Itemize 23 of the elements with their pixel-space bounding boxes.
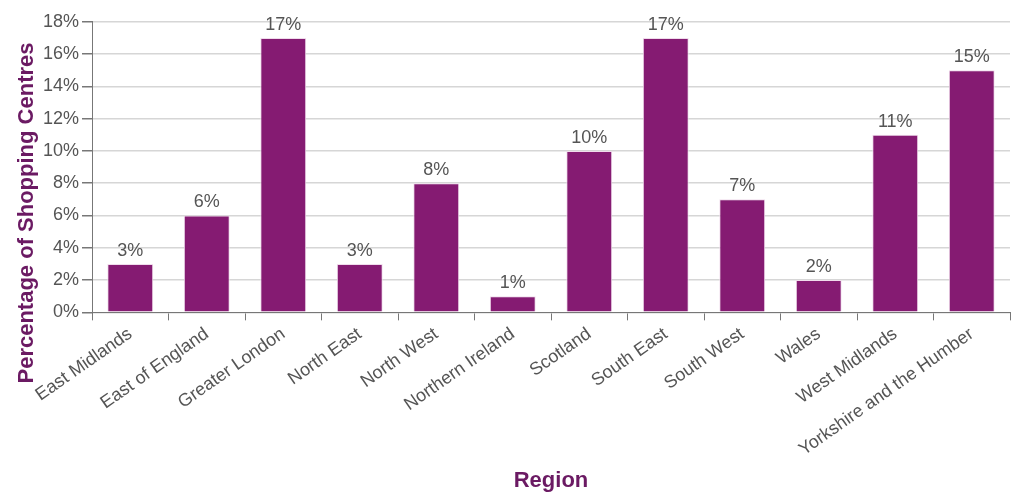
- data-label: 17%: [647, 13, 684, 34]
- data-label: 6%: [193, 191, 220, 212]
- data-label: 2%: [805, 256, 832, 277]
- y-tick-label: 2%: [53, 269, 80, 290]
- y-tick-label: 14%: [43, 75, 80, 96]
- data-label: 8%: [423, 159, 450, 180]
- data-label: 3%: [117, 239, 144, 260]
- data-label: 7%: [729, 175, 756, 196]
- y-tick-label: 18%: [43, 10, 80, 31]
- y-tick-label: 0%: [53, 301, 80, 322]
- y-tick-label: 12%: [43, 107, 80, 128]
- data-label: 1%: [499, 272, 526, 293]
- y-tick-label: 6%: [53, 204, 80, 225]
- x-axis-title: Region: [513, 466, 589, 492]
- data-label: 15%: [953, 46, 990, 67]
- y-tick-label: 4%: [53, 236, 80, 257]
- y-tick-label: 10%: [43, 139, 80, 160]
- data-label: 10%: [571, 126, 608, 147]
- data-label: 17%: [265, 13, 302, 34]
- y-tick-label: 16%: [43, 43, 80, 64]
- y-tick-label: 8%: [53, 172, 80, 193]
- data-label: 11%: [877, 110, 913, 131]
- data-label: 3%: [346, 239, 373, 260]
